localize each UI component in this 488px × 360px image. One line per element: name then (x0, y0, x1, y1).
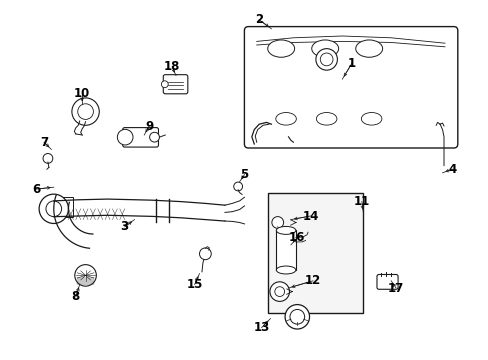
Text: 10: 10 (74, 87, 90, 100)
Text: 5: 5 (240, 168, 248, 181)
Circle shape (75, 265, 96, 286)
Text: 14: 14 (302, 210, 318, 222)
Ellipse shape (267, 40, 294, 57)
Circle shape (285, 305, 309, 329)
Text: 3: 3 (121, 220, 128, 233)
Circle shape (161, 81, 168, 88)
Text: 4: 4 (447, 163, 455, 176)
Ellipse shape (276, 266, 295, 274)
Circle shape (315, 49, 337, 70)
Circle shape (72, 98, 99, 125)
Ellipse shape (276, 226, 295, 234)
Circle shape (289, 310, 304, 324)
Text: 7: 7 (40, 136, 48, 149)
Circle shape (199, 248, 211, 260)
Ellipse shape (355, 40, 382, 57)
Text: 16: 16 (288, 231, 305, 244)
Circle shape (320, 53, 332, 66)
Ellipse shape (275, 113, 296, 125)
Text: 17: 17 (387, 282, 404, 294)
Text: 13: 13 (253, 321, 269, 334)
Circle shape (149, 132, 159, 142)
Ellipse shape (311, 40, 338, 57)
Text: 1: 1 (347, 57, 355, 69)
Text: 15: 15 (186, 278, 203, 291)
FancyBboxPatch shape (244, 27, 457, 148)
Circle shape (78, 104, 93, 120)
Ellipse shape (361, 113, 381, 125)
Text: 8: 8 (72, 291, 80, 303)
Circle shape (46, 201, 61, 217)
Text: 11: 11 (353, 195, 369, 208)
FancyBboxPatch shape (376, 274, 397, 289)
Text: 2: 2 (255, 13, 263, 26)
Circle shape (43, 153, 53, 163)
Text: 12: 12 (304, 274, 321, 287)
Bar (58, 197, 73, 217)
Text: 18: 18 (163, 60, 180, 73)
Circle shape (39, 194, 68, 224)
Bar (276, 230, 295, 270)
FancyBboxPatch shape (163, 75, 187, 94)
Text: 9: 9 (145, 120, 153, 132)
FancyBboxPatch shape (122, 127, 158, 147)
Circle shape (271, 217, 283, 228)
Circle shape (269, 282, 289, 301)
Circle shape (233, 182, 242, 191)
Circle shape (117, 129, 133, 145)
Ellipse shape (316, 113, 336, 125)
Bar (267, 193, 363, 313)
Text: 6: 6 (33, 183, 41, 195)
Circle shape (274, 287, 284, 297)
